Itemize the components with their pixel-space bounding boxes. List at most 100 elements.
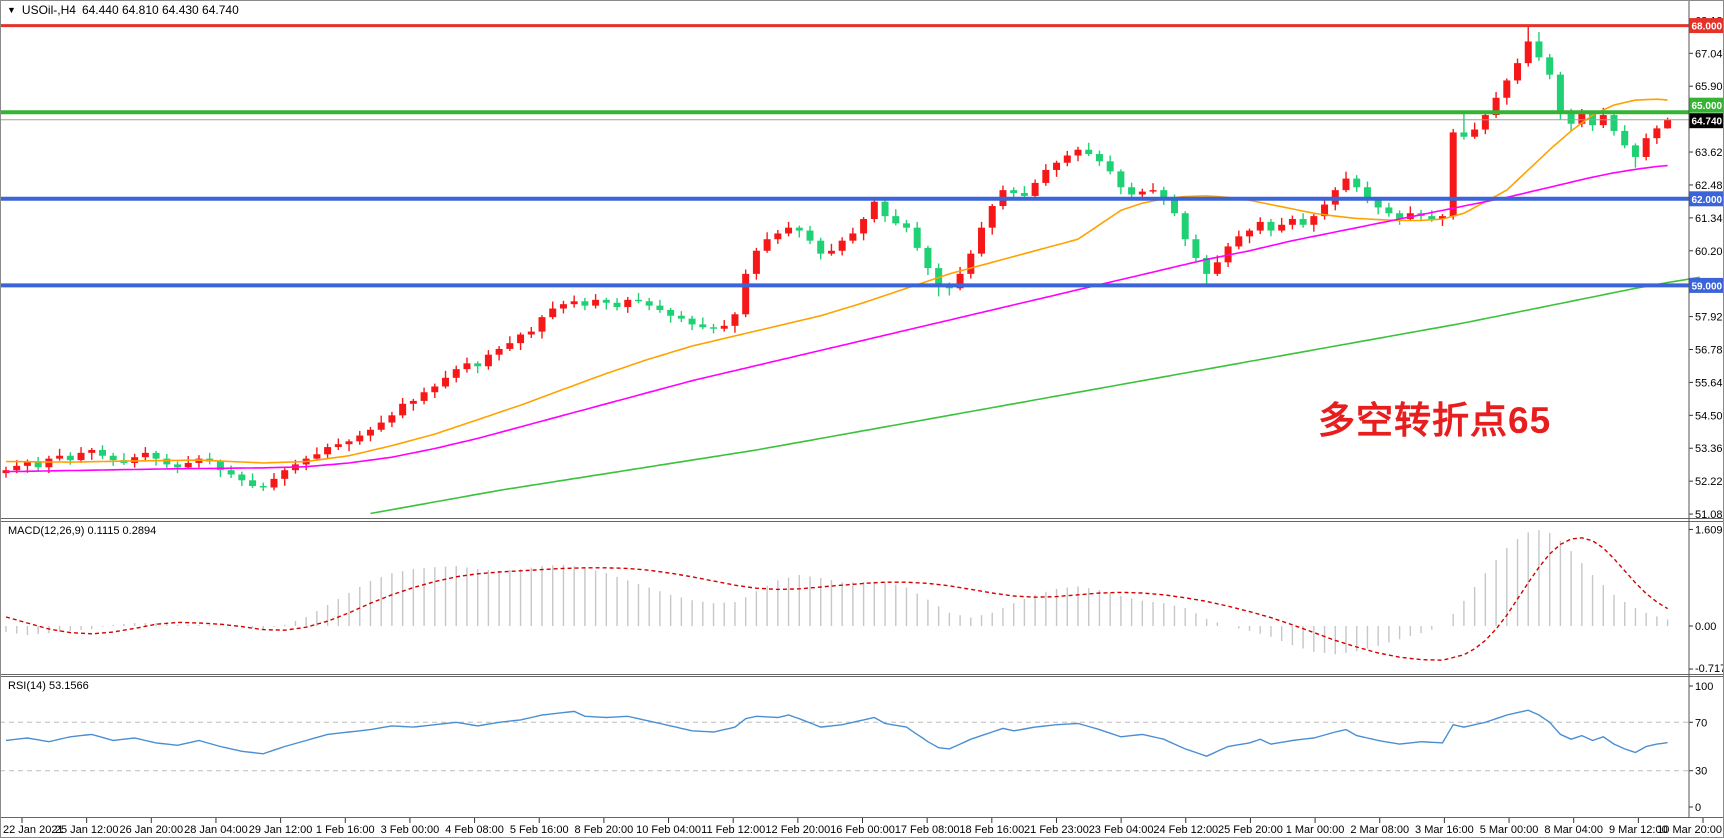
candle-body <box>967 253 975 274</box>
candle-body <box>506 343 514 349</box>
price-badge-68.000 <box>1689 18 1724 34</box>
svg-text:17 Feb 08:00: 17 Feb 08:00 <box>895 824 960 836</box>
svg-text:-0.7172: -0.7172 <box>1695 663 1724 675</box>
svg-text:5 Mar 00:00: 5 Mar 00:00 <box>1480 824 1539 836</box>
candle-body <box>1246 230 1254 237</box>
rsi-axis-labels: 100 70 30 0 <box>1689 681 1713 814</box>
svg-text:1 Mar 00:00: 1 Mar 00:00 <box>1286 824 1345 836</box>
candle-body <box>1460 132 1468 137</box>
svg-text:12 Feb 20:00: 12 Feb 20:00 <box>765 824 830 836</box>
candle-body <box>174 464 182 468</box>
time-scale-strip[interactable] <box>0 818 1724 838</box>
price-scale-strip[interactable] <box>1689 0 1724 818</box>
candle-body <box>463 363 471 370</box>
candle-body <box>849 233 857 241</box>
candle-body <box>624 299 632 308</box>
candle-body <box>388 415 396 423</box>
rsi-plot-area[interactable] <box>0 677 1689 817</box>
candle-body <box>860 219 868 234</box>
candle-body <box>892 216 900 224</box>
candle-body <box>238 474 246 481</box>
candle-body <box>163 458 171 465</box>
svg-text:61.340: 61.340 <box>1695 213 1724 225</box>
current-price-badge <box>1689 113 1724 129</box>
svg-text:62.000: 62.000 <box>1692 195 1723 206</box>
candle-body <box>1213 262 1221 274</box>
candle-body <box>1514 63 1522 81</box>
svg-text:51.080: 51.080 <box>1695 509 1724 521</box>
candle-body <box>559 304 567 309</box>
candle-body <box>1278 224 1286 231</box>
svg-text:18 Feb 16:00: 18 Feb 16:00 <box>959 824 1024 836</box>
svg-text:5 Feb 16:00: 5 Feb 16:00 <box>510 824 569 836</box>
symbol-dropdown-icon[interactable]: ▼ <box>7 4 16 15</box>
candle-body <box>45 458 53 468</box>
macd-plot-area[interactable] <box>0 522 1689 674</box>
candle-body <box>1492 97 1500 116</box>
price-badge-62.000 <box>1689 191 1724 207</box>
svg-text:30: 30 <box>1695 766 1707 778</box>
svg-text:60.200: 60.200 <box>1695 246 1724 258</box>
candle-body <box>131 457 139 463</box>
svg-text:3 Feb 00:00: 3 Feb 00:00 <box>381 824 440 836</box>
candle-body <box>1288 219 1296 225</box>
candle-body <box>377 422 385 430</box>
macd-histogram <box>5 530 1669 655</box>
candle-body <box>13 465 21 471</box>
candle-body <box>1095 154 1103 162</box>
candle-body <box>366 429 374 436</box>
candle-body <box>1310 216 1318 225</box>
candle-body <box>1020 193 1028 196</box>
svg-text:65.000: 65.000 <box>1692 101 1723 112</box>
candle-body <box>249 480 257 487</box>
candle-body <box>827 250 835 254</box>
candle-body <box>1556 74 1564 111</box>
candle-body <box>1664 119 1672 129</box>
candle-body <box>1449 132 1457 217</box>
rsi-line <box>5 709 1668 757</box>
candle-body <box>581 301 589 306</box>
horizontal-level-lines[interactable] <box>0 24 1689 288</box>
svg-text:62.480: 62.480 <box>1695 180 1724 192</box>
candle-body <box>442 377 450 387</box>
svg-text:11 Feb 12:00: 11 Feb 12:00 <box>701 824 765 836</box>
svg-text:22 Jan 2021: 22 Jan 2021 <box>3 824 64 836</box>
candle-body <box>752 250 760 274</box>
candle-body <box>613 302 621 308</box>
candle-body <box>1299 219 1307 225</box>
candle-body <box>1321 204 1329 217</box>
candle-body <box>1567 110 1575 124</box>
main-plot-area[interactable] <box>0 0 1689 519</box>
candle-body <box>324 447 332 455</box>
ma-slow-green <box>370 276 1700 515</box>
macd-axis-labels: 1.6093 0.00 -0.7172 <box>1689 524 1724 675</box>
candle-body <box>549 308 557 318</box>
candle-body <box>1160 190 1168 201</box>
candle-body <box>66 455 74 461</box>
candle-body <box>56 455 64 459</box>
svg-text:23 Feb 04:00: 23 Feb 04:00 <box>1089 824 1154 836</box>
candle-body <box>924 247 932 269</box>
candle-body <box>913 227 921 248</box>
candle-body <box>2 470 10 474</box>
ma-mid-magenta <box>5 164 1668 473</box>
svg-text:53.360: 53.360 <box>1695 443 1724 455</box>
candle-body <box>634 299 642 302</box>
price-badge-59.000 <box>1689 277 1724 293</box>
macd-indicator-label: MACD(12,26,9) 0.1115 0.2894 <box>8 525 157 537</box>
candle-body <box>1471 129 1479 137</box>
candle-body <box>517 334 525 344</box>
candle-body <box>1653 128 1661 139</box>
candle-body <box>1031 182 1039 196</box>
svg-text:68.000: 68.000 <box>1692 22 1723 33</box>
candle-body <box>399 403 407 416</box>
svg-text:1.6093: 1.6093 <box>1695 524 1724 536</box>
candle-body <box>1524 41 1532 64</box>
svg-text:52.220: 52.220 <box>1695 476 1724 488</box>
svg-text:56.780: 56.780 <box>1695 345 1724 357</box>
candle-body <box>1063 155 1071 163</box>
candle-body <box>184 462 192 468</box>
candle-body <box>667 309 675 316</box>
candle-body <box>870 201 878 220</box>
